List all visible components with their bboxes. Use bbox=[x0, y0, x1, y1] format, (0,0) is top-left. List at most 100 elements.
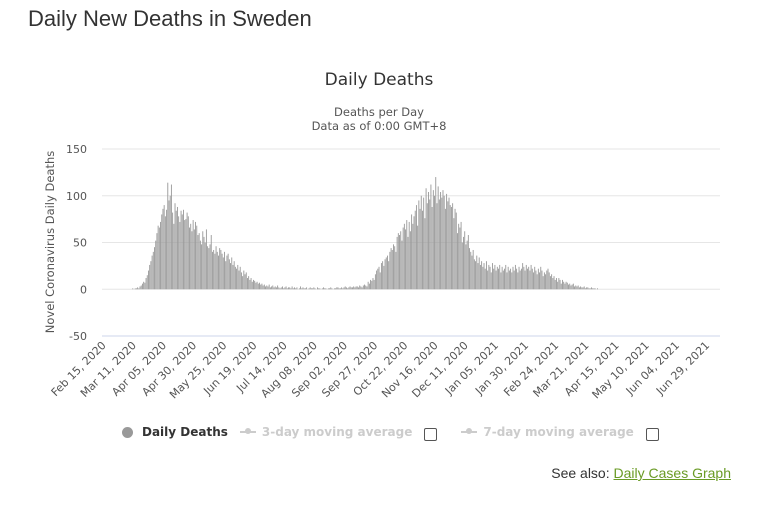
bar[interactable] bbox=[203, 236, 205, 290]
bar[interactable] bbox=[170, 184, 172, 290]
daily-cases-graph-link[interactable]: Daily Cases Graph bbox=[613, 465, 732, 481]
bar[interactable] bbox=[441, 197, 443, 290]
bar[interactable] bbox=[443, 195, 445, 290]
bar[interactable] bbox=[460, 221, 462, 290]
bar[interactable] bbox=[551, 274, 553, 290]
bar[interactable] bbox=[574, 286, 576, 290]
bar[interactable] bbox=[522, 263, 524, 290]
bar[interactable] bbox=[395, 251, 397, 290]
bar[interactable] bbox=[325, 288, 327, 290]
bar[interactable] bbox=[557, 281, 559, 290]
bar[interactable] bbox=[431, 206, 433, 290]
bar[interactable] bbox=[402, 227, 404, 290]
bar[interactable] bbox=[399, 235, 400, 290]
bar[interactable] bbox=[505, 264, 507, 290]
bar[interactable] bbox=[190, 223, 192, 290]
bar[interactable] bbox=[471, 255, 473, 290]
bar[interactable] bbox=[562, 279, 563, 290]
bar[interactable] bbox=[341, 287, 343, 290]
bar[interactable] bbox=[196, 225, 198, 290]
bar[interactable] bbox=[467, 235, 469, 290]
bar[interactable] bbox=[571, 284, 573, 290]
bar[interactable] bbox=[415, 205, 417, 290]
bar[interactable] bbox=[279, 288, 281, 290]
bar[interactable] bbox=[254, 280, 256, 290]
bar[interactable] bbox=[430, 184, 432, 290]
bar[interactable] bbox=[289, 287, 291, 290]
bar[interactable] bbox=[457, 233, 458, 290]
bar[interactable] bbox=[548, 272, 550, 290]
bar[interactable] bbox=[593, 288, 595, 290]
bar[interactable] bbox=[448, 197, 450, 290]
bar[interactable] bbox=[419, 208, 421, 290]
bar[interactable] bbox=[174, 203, 176, 290]
bar[interactable] bbox=[152, 251, 154, 290]
bar[interactable] bbox=[333, 288, 335, 290]
bar[interactable] bbox=[475, 261, 477, 290]
bar[interactable] bbox=[523, 266, 525, 290]
bar[interactable] bbox=[580, 286, 582, 290]
bar[interactable] bbox=[407, 236, 409, 290]
bar[interactable] bbox=[511, 272, 513, 290]
bar[interactable] bbox=[413, 216, 415, 290]
bar[interactable] bbox=[245, 272, 247, 290]
bar[interactable] bbox=[592, 288, 594, 290]
bar[interactable] bbox=[277, 285, 279, 290]
bar[interactable] bbox=[400, 231, 402, 290]
bar[interactable] bbox=[227, 253, 229, 290]
bar[interactable] bbox=[356, 286, 358, 290]
bar[interactable] bbox=[566, 282, 568, 290]
bar[interactable] bbox=[303, 288, 305, 290]
bar[interactable] bbox=[230, 263, 232, 290]
bar[interactable] bbox=[269, 287, 271, 290]
bar[interactable] bbox=[397, 233, 399, 290]
bar[interactable] bbox=[493, 268, 495, 290]
bar[interactable] bbox=[492, 263, 493, 290]
bar[interactable] bbox=[524, 270, 526, 290]
bar[interactable] bbox=[373, 279, 375, 290]
bar[interactable] bbox=[354, 287, 356, 290]
bar[interactable] bbox=[469, 248, 470, 290]
bar[interactable] bbox=[335, 288, 337, 290]
bar[interactable] bbox=[449, 205, 451, 290]
bar[interactable] bbox=[587, 287, 589, 290]
bar[interactable] bbox=[176, 206, 178, 290]
bar[interactable] bbox=[577, 285, 579, 290]
bar[interactable] bbox=[513, 270, 515, 290]
bar[interactable] bbox=[304, 288, 306, 290]
bar[interactable] bbox=[450, 206, 452, 290]
bar[interactable] bbox=[437, 186, 439, 290]
bar[interactable] bbox=[239, 266, 241, 290]
bar[interactable] bbox=[141, 283, 143, 290]
bar[interactable] bbox=[310, 288, 312, 290]
bar[interactable] bbox=[527, 268, 528, 290]
bar[interactable] bbox=[256, 281, 258, 290]
bar[interactable] bbox=[208, 248, 210, 290]
bar[interactable] bbox=[323, 287, 324, 290]
bar[interactable] bbox=[504, 268, 505, 290]
bar[interactable] bbox=[164, 216, 166, 290]
bar[interactable] bbox=[185, 219, 187, 290]
bar[interactable] bbox=[284, 287, 286, 290]
bar[interactable] bbox=[490, 272, 492, 290]
bar[interactable] bbox=[160, 221, 161, 290]
bar[interactable] bbox=[453, 218, 455, 290]
bar[interactable] bbox=[418, 200, 420, 290]
bar[interactable] bbox=[228, 259, 230, 290]
bar[interactable] bbox=[251, 281, 253, 290]
bar[interactable] bbox=[584, 288, 586, 290]
bar[interactable] bbox=[494, 264, 496, 290]
bar[interactable] bbox=[238, 270, 240, 290]
bar[interactable] bbox=[321, 288, 323, 290]
bar[interactable] bbox=[366, 286, 368, 290]
bar[interactable] bbox=[477, 263, 479, 290]
bar[interactable] bbox=[578, 287, 580, 290]
bar[interactable] bbox=[298, 288, 300, 290]
bar[interactable] bbox=[349, 286, 351, 290]
bar[interactable] bbox=[442, 190, 444, 290]
bar[interactable] bbox=[265, 286, 267, 290]
bar[interactable] bbox=[533, 272, 534, 290]
bar[interactable] bbox=[435, 177, 437, 290]
bar[interactable] bbox=[314, 288, 316, 290]
bar[interactable] bbox=[393, 244, 394, 290]
